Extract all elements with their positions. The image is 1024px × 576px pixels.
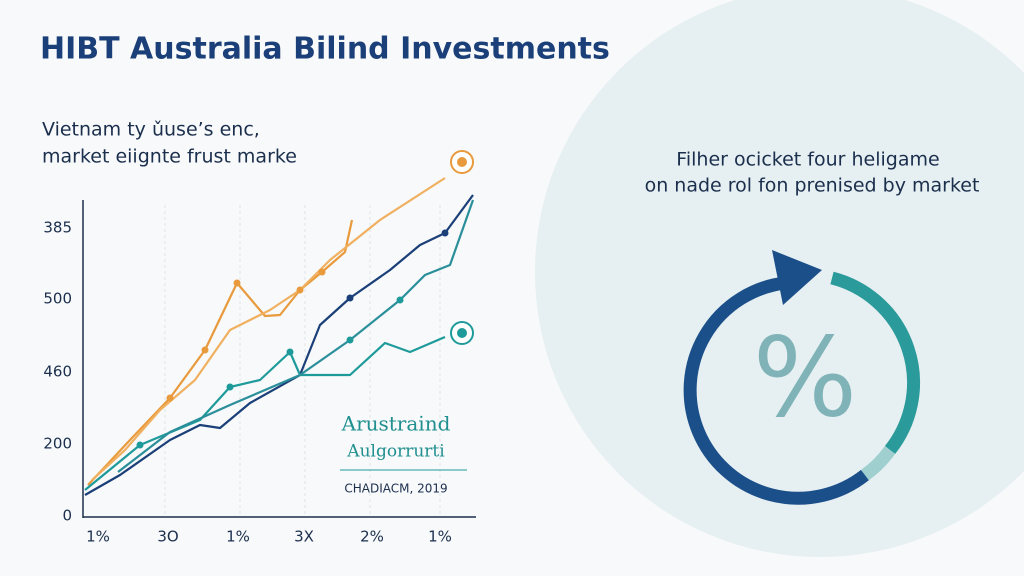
ring-light <box>861 446 896 481</box>
ring-teal <box>830 271 920 455</box>
badge-teal-dot <box>457 328 467 338</box>
marker <box>346 336 354 344</box>
marker <box>226 383 234 391</box>
x-label: 1% <box>86 528 110 546</box>
marker <box>166 394 174 402</box>
percent-symbol: % <box>753 313 858 441</box>
y-label: 0 <box>62 507 72 525</box>
ring-arrow <box>772 250 822 305</box>
markers <box>136 229 449 449</box>
x-label: 1% <box>428 528 452 546</box>
marker <box>296 286 304 294</box>
panel-text: on nade rol fon prenised by market <box>645 175 980 197</box>
subtitle-line: market eiignte frust marke <box>42 146 297 168</box>
inset-line: Aulgorrurti <box>346 442 445 462</box>
panel-text: Filher ocicket four heligame <box>676 149 939 171</box>
line-orange <box>87 219 354 486</box>
x-label: 1% <box>226 528 250 546</box>
marker <box>441 229 449 237</box>
marker <box>396 296 404 304</box>
y-label: 500 <box>43 290 72 308</box>
x-label: 3O <box>157 528 178 546</box>
subtitle-line: Vietnam ty ǔuse’s enc, <box>42 119 260 141</box>
marker <box>286 348 294 356</box>
marker <box>201 346 209 354</box>
line-orange-light <box>91 177 446 481</box>
title: HIBT Australia Bilind Investments <box>40 32 610 67</box>
badge-orange-dot <box>457 157 467 167</box>
x-label: 3X <box>294 528 314 546</box>
marker <box>318 268 326 276</box>
inset-source: CHADIACM, 2019 <box>344 482 447 496</box>
y-label: 460 <box>43 363 72 381</box>
y-label: 385 <box>43 219 72 237</box>
x-label: 2% <box>360 528 384 546</box>
marker <box>346 294 354 302</box>
ring-navy <box>683 276 870 505</box>
grid <box>164 205 441 516</box>
marker <box>136 441 144 449</box>
marker <box>233 279 241 287</box>
inset-line: Arustraind <box>341 412 451 436</box>
y-label: 200 <box>43 435 72 453</box>
